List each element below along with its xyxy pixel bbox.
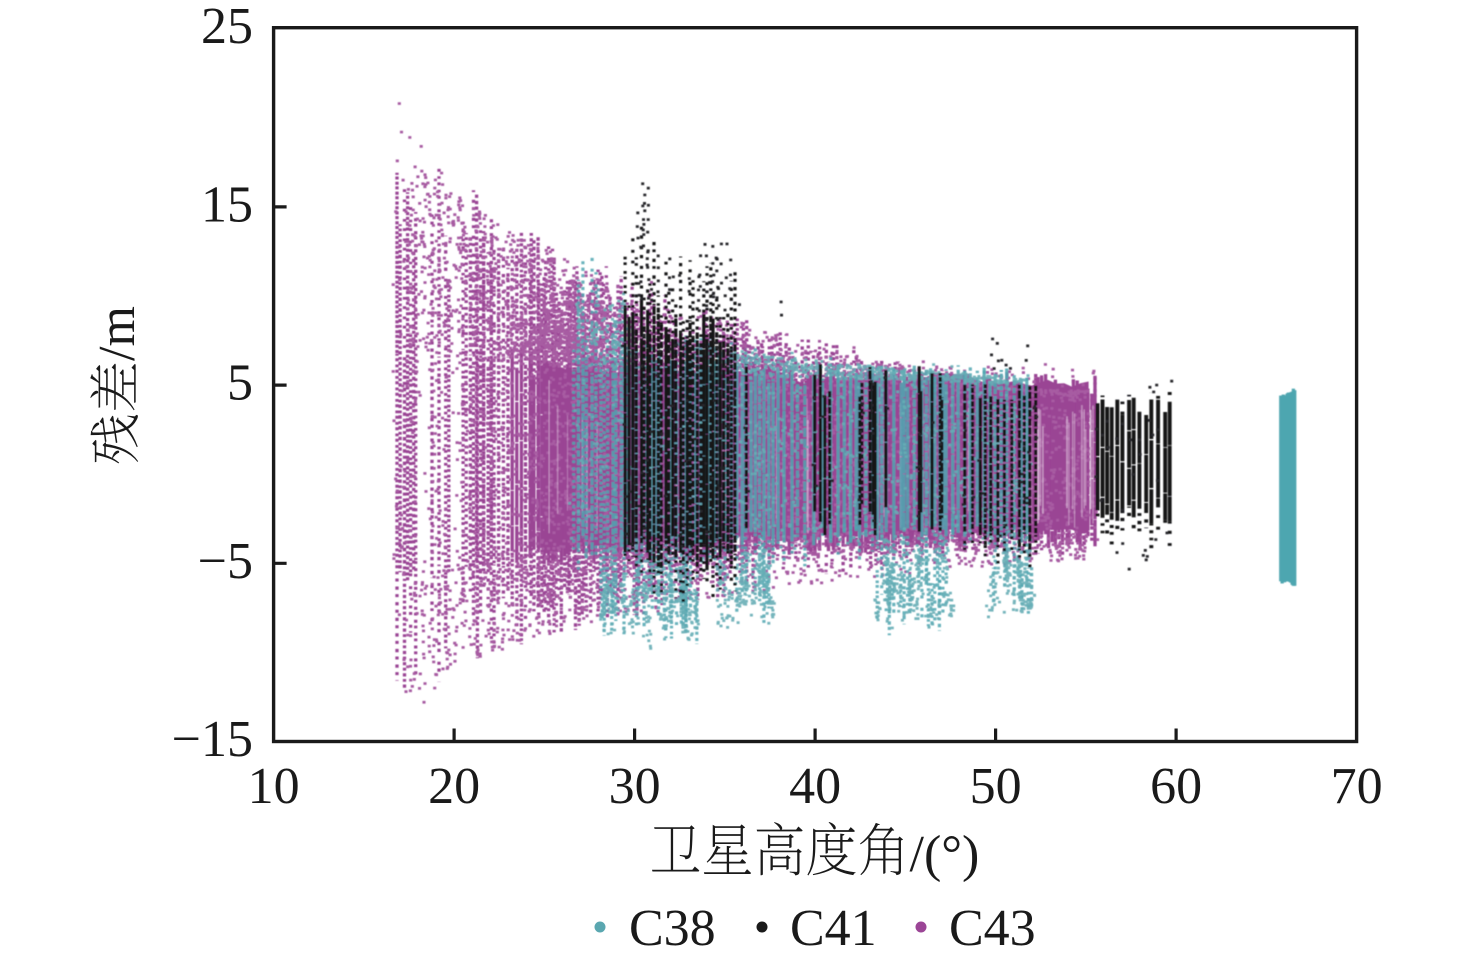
svg-text:70: 70 (1331, 758, 1383, 815)
svg-text:C38: C38 (629, 900, 716, 957)
svg-text:/m: /m (89, 306, 146, 361)
svg-text:10: 10 (248, 758, 300, 815)
svg-text:/(°): /(°) (910, 826, 980, 883)
svg-text:C41: C41 (790, 900, 877, 957)
svg-text:30: 30 (609, 758, 661, 815)
svg-text:60: 60 (1150, 758, 1202, 815)
svg-text:C43: C43 (949, 900, 1036, 957)
svg-text:5: 5 (227, 355, 253, 412)
svg-text:40: 40 (789, 758, 841, 815)
svg-text:−15: −15 (172, 711, 253, 768)
svg-text:15: 15 (201, 176, 253, 233)
svg-text:20: 20 (428, 758, 480, 815)
svg-text:−5: −5 (198, 533, 253, 590)
svg-text:25: 25 (201, 0, 253, 55)
svg-text:50: 50 (970, 758, 1022, 815)
